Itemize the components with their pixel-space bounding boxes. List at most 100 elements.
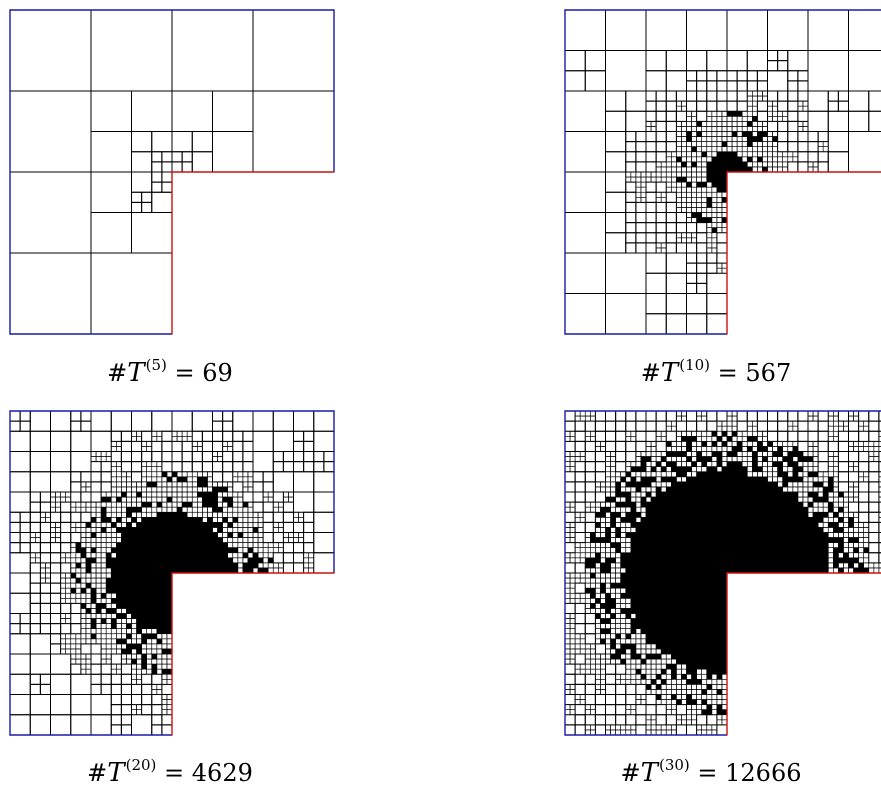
mesh-cell bbox=[147, 570, 150, 573]
mesh-cell bbox=[129, 651, 132, 654]
mesh-cell bbox=[192, 553, 195, 556]
mesh-cell bbox=[180, 535, 183, 538]
mesh-cell bbox=[808, 91, 828, 111]
mesh-cell bbox=[195, 525, 198, 528]
mesh-cell bbox=[147, 591, 150, 594]
mesh-cell bbox=[228, 548, 231, 551]
mesh-cell bbox=[636, 243, 646, 253]
mesh-cell bbox=[116, 533, 121, 538]
mesh-cell bbox=[51, 583, 61, 593]
mesh-cell bbox=[129, 522, 132, 525]
mesh-cell bbox=[192, 507, 197, 512]
mesh-cell bbox=[223, 446, 228, 451]
mesh-cell bbox=[220, 525, 223, 528]
mesh-cell bbox=[717, 213, 722, 218]
mesh-cell bbox=[106, 588, 109, 591]
mesh-cell bbox=[129, 649, 132, 652]
mesh-cell bbox=[142, 487, 147, 492]
mesh-cell bbox=[717, 121, 722, 126]
mesh-cell bbox=[205, 535, 208, 538]
mesh-cell bbox=[849, 111, 869, 131]
mesh-cell bbox=[152, 586, 155, 589]
mesh-cell bbox=[740, 114, 743, 117]
mesh-cell bbox=[253, 555, 256, 558]
mesh-cell bbox=[636, 132, 646, 142]
mesh-cell bbox=[177, 515, 180, 518]
mesh-cell bbox=[164, 522, 167, 525]
mesh-cell bbox=[702, 152, 705, 155]
mesh-cell bbox=[147, 601, 150, 604]
mesh-cell bbox=[213, 502, 216, 505]
mesh-cell bbox=[111, 538, 116, 543]
mesh-cell bbox=[253, 502, 263, 512]
mesh-cell bbox=[202, 538, 205, 541]
mesh-cell bbox=[126, 593, 129, 596]
mesh-cell bbox=[210, 568, 213, 571]
mesh-cell bbox=[676, 213, 686, 223]
mesh-cell bbox=[253, 553, 256, 556]
mesh-cell bbox=[88, 563, 91, 566]
mesh-cell bbox=[169, 500, 172, 503]
mesh-cell bbox=[233, 517, 236, 520]
mesh-cell bbox=[180, 527, 183, 530]
mesh-cell bbox=[134, 527, 137, 530]
mesh-cell bbox=[565, 172, 606, 213]
mesh-cell bbox=[230, 533, 233, 536]
mesh-cell bbox=[722, 177, 725, 180]
mesh-cell bbox=[177, 510, 180, 513]
mesh-cell bbox=[699, 124, 702, 127]
mesh-cell bbox=[83, 555, 86, 558]
mesh-cell bbox=[712, 152, 717, 157]
mesh-cell bbox=[762, 126, 767, 131]
mesh-cell bbox=[91, 568, 96, 573]
mesh-cell bbox=[162, 598, 165, 601]
mesh-cell bbox=[30, 543, 40, 553]
mesh-cell bbox=[210, 517, 213, 520]
mesh-cell bbox=[88, 586, 91, 589]
mesh-cell bbox=[195, 545, 198, 548]
mesh-cell bbox=[717, 126, 722, 131]
mesh-cell bbox=[124, 639, 127, 642]
mesh-cell bbox=[106, 578, 109, 581]
mesh-cell bbox=[96, 578, 101, 583]
mesh-cell bbox=[149, 525, 152, 528]
mesh-cell bbox=[139, 581, 142, 584]
mesh-cell bbox=[765, 134, 768, 137]
mesh-cell bbox=[119, 527, 122, 530]
mesh-cell bbox=[94, 626, 97, 629]
mesh-cell bbox=[752, 91, 757, 96]
mesh-cell bbox=[233, 533, 238, 538]
mesh-cell bbox=[712, 167, 715, 170]
mesh-cell bbox=[263, 568, 266, 571]
mesh-cell bbox=[116, 517, 119, 520]
mesh-cell bbox=[220, 522, 223, 525]
mesh-cell bbox=[106, 502, 111, 507]
mesh-cell bbox=[56, 538, 61, 543]
mesh-cell bbox=[149, 482, 152, 485]
mesh-cell bbox=[783, 157, 788, 162]
mesh-cell bbox=[304, 563, 309, 568]
mesh-cell bbox=[230, 548, 233, 551]
mesh-cell bbox=[180, 515, 183, 518]
mesh-cell bbox=[142, 482, 147, 487]
mesh-cell bbox=[681, 187, 686, 192]
mesh-cell bbox=[142, 441, 147, 446]
mesh-cell bbox=[223, 533, 228, 538]
mesh-cell bbox=[762, 96, 767, 101]
mesh-cell bbox=[248, 533, 253, 538]
mesh-cell bbox=[220, 510, 223, 513]
mesh-cell bbox=[91, 573, 96, 578]
mesh-cell bbox=[213, 507, 216, 510]
mesh-cell bbox=[175, 515, 178, 518]
mesh-cell bbox=[692, 152, 697, 157]
mesh-cell bbox=[225, 489, 228, 492]
mesh-cell bbox=[258, 543, 263, 548]
mesh-cell bbox=[228, 505, 231, 508]
mesh-cell bbox=[147, 545, 150, 548]
mesh-cell bbox=[778, 162, 783, 167]
mesh-cell bbox=[248, 538, 253, 543]
mesh-cell bbox=[760, 132, 763, 135]
mesh-cell bbox=[142, 497, 147, 502]
mesh-cell bbox=[96, 507, 101, 512]
mesh-cell bbox=[129, 550, 132, 553]
